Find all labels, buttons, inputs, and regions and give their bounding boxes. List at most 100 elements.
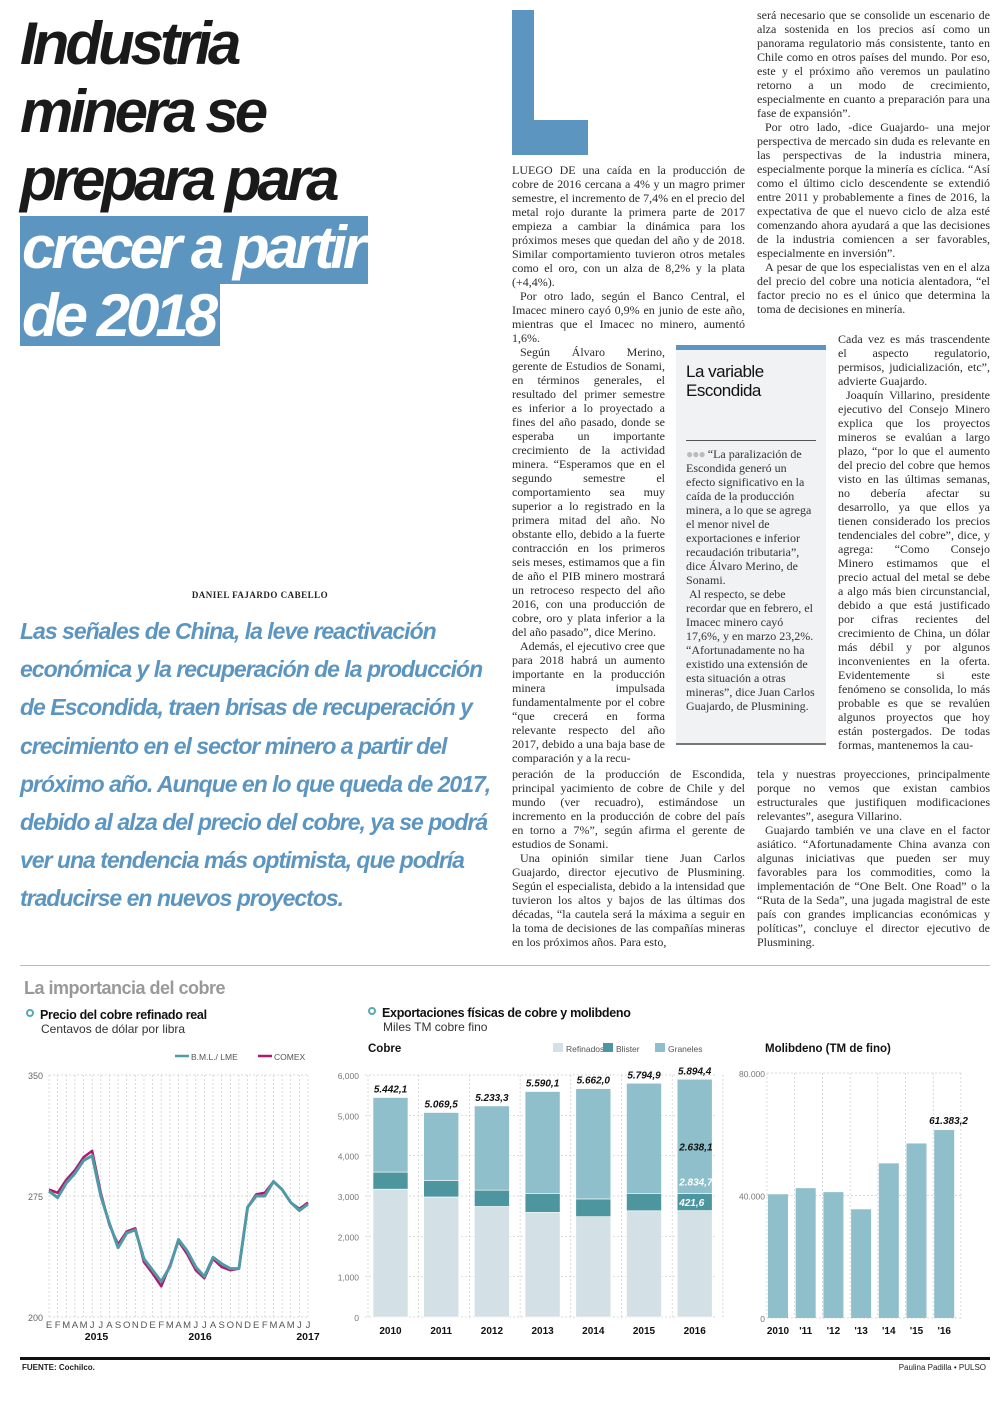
byline: DANIEL FAJARDO CABELLO: [191, 590, 329, 600]
x-tick-label: J: [297, 1320, 302, 1331]
series-line-bml-lme: [48, 1154, 309, 1284]
legend-label: COMEX: [274, 1052, 306, 1062]
paragraph: tela y nuestras proyecciones, principalm…: [757, 767, 990, 823]
total-label: 5.442,1: [374, 1085, 408, 1096]
bar-segment-graneles: [575, 1088, 612, 1200]
bar-segment-refinados: [423, 1196, 460, 1318]
x-tick-label: M: [166, 1320, 174, 1331]
y-tick-label: 200: [28, 1313, 43, 1323]
total-label: 5.233,3: [475, 1093, 509, 1104]
bar: [934, 1130, 955, 1318]
x-tick-label: M: [183, 1320, 191, 1331]
bar-chart-title: Exportaciones físicas de cobre y molibde…: [382, 1006, 631, 1020]
bar: [851, 1209, 872, 1318]
total-label: 5.894,4: [678, 1066, 712, 1077]
y-tick-label: 6,000: [338, 1071, 360, 1081]
paragraph: Cada vez es más trascendente el aspecto …: [838, 332, 990, 388]
x-tick-label: O: [123, 1320, 130, 1331]
x-tick-label: O: [227, 1320, 234, 1331]
x-tick-label: J: [306, 1320, 311, 1331]
x-tick-label: 2014: [582, 1326, 605, 1337]
data-label: 421,6: [678, 1198, 704, 1209]
legend-label: Refinados: [566, 1044, 604, 1054]
bar-chart-subtitle: Miles TM cobre fino: [383, 1020, 488, 1034]
drop-cap-L: L: [512, 10, 588, 155]
divider: [686, 440, 816, 441]
footer-rule: [20, 1357, 990, 1360]
legend-swatch: [655, 1043, 665, 1052]
x-tick-label: N: [132, 1320, 139, 1331]
y-tick-label: 2,000: [338, 1232, 360, 1242]
deck: Las señales de China, la leve reactivaci…: [20, 618, 491, 912]
headline-line-3: prepara para: [20, 146, 340, 213]
bar-segment-refinados: [626, 1210, 662, 1318]
y-tick-label: 275: [28, 1192, 43, 1202]
year-label: 2016: [188, 1331, 212, 1343]
paragraph: LUEGO DE una caída en la producción de c…: [512, 163, 745, 289]
panel-title: Cobre: [368, 1043, 401, 1055]
paragraph: Guajardo también ve una clave en el fact…: [757, 823, 990, 949]
y-tick-label: 4,000: [338, 1152, 360, 1162]
paragraph: Además, el ejecutivo cree que para 2018 …: [512, 639, 665, 765]
bar-segment-refinados: [474, 1206, 510, 1318]
bar-segment-refinados: [676, 1210, 713, 1318]
bar-segment-blister: [524, 1193, 561, 1213]
legend-label: Graneles: [668, 1044, 703, 1054]
sidebar-title: La variable Escondida: [686, 362, 764, 400]
bar-segment-graneles: [626, 1082, 662, 1194]
legend-swatch: [603, 1043, 613, 1052]
paragraph: Por otro lado, -dice Guajardo- una mejor…: [757, 120, 990, 260]
legend-swatch: [553, 1043, 563, 1052]
paragraph: A pesar de que los especialistas ven en …: [757, 260, 990, 316]
sidebar-box: La variable Escondida ●●● “La paralizaci…: [676, 345, 826, 745]
x-tick-label: 2010: [767, 1326, 790, 1337]
column-3-top: será necesario que se consolide un escen…: [757, 8, 990, 316]
bar: [795, 1188, 816, 1318]
y-tick-label: 80.000: [739, 1069, 765, 1079]
bar-segment-blister: [575, 1198, 612, 1217]
x-tick-label: A: [175, 1320, 182, 1331]
y-tick-label: 3,000: [338, 1192, 360, 1202]
circle-bullet-icon: [26, 1009, 34, 1017]
legend-label: B.M.L./ LME: [191, 1052, 238, 1062]
total-label: 5.590,1: [526, 1079, 560, 1090]
column-3-narrow: Cada vez es más trascendente el aspecto …: [838, 332, 990, 752]
source-note: FUENTE: Cochilco.: [22, 1363, 95, 1372]
credit: Paulina Padilla • PULSO: [898, 1363, 986, 1372]
panel-title: Molibdeno (TM de fino): [765, 1043, 891, 1055]
x-tick-label: '14: [882, 1326, 896, 1337]
bar-segment-graneles: [423, 1112, 460, 1181]
x-tick-label: '16: [937, 1326, 951, 1337]
x-tick-label: F: [55, 1320, 61, 1331]
x-tick-label: D: [244, 1320, 251, 1331]
x-tick-label: E: [253, 1320, 259, 1331]
bar: [768, 1194, 788, 1318]
total-label: 5.794,9: [627, 1070, 661, 1081]
y-tick-label: 5,000: [338, 1111, 360, 1121]
circle-bullet-icon: [368, 1007, 376, 1015]
sidebar-paragraph: Al respecto, se debe recordar que en feb…: [686, 587, 815, 713]
headline-line-1: Industria: [20, 10, 241, 77]
paragraph: Por otro lado, según el Banco Central, e…: [512, 289, 745, 345]
x-tick-label: '11: [799, 1326, 812, 1337]
bar-segment-refinados: [524, 1212, 561, 1318]
x-tick-label: N: [235, 1320, 242, 1331]
total-label: 5.069,5: [425, 1100, 459, 1111]
y-tick-label: 1,000: [338, 1273, 360, 1283]
divider: [20, 965, 990, 966]
bar-segment-blister: [423, 1180, 460, 1198]
bar-segment-graneles: [372, 1097, 409, 1173]
x-tick-label: J: [90, 1320, 95, 1331]
paragraph: será necesario que se consolide un escen…: [757, 8, 990, 120]
y-tick-label: 40.000: [739, 1192, 765, 1202]
x-tick-label: E: [46, 1320, 52, 1331]
headline-line-2: minera se: [20, 78, 268, 145]
x-tick-label: A: [106, 1320, 113, 1331]
bullet-dots-icon: ●●●: [686, 447, 706, 461]
x-tick-label: S: [115, 1320, 121, 1331]
bar: [906, 1143, 927, 1318]
year-label: 2017: [296, 1331, 320, 1343]
bar: [823, 1192, 844, 1318]
column-2-top: LUEGO DE una caída en la producción de c…: [512, 163, 745, 345]
